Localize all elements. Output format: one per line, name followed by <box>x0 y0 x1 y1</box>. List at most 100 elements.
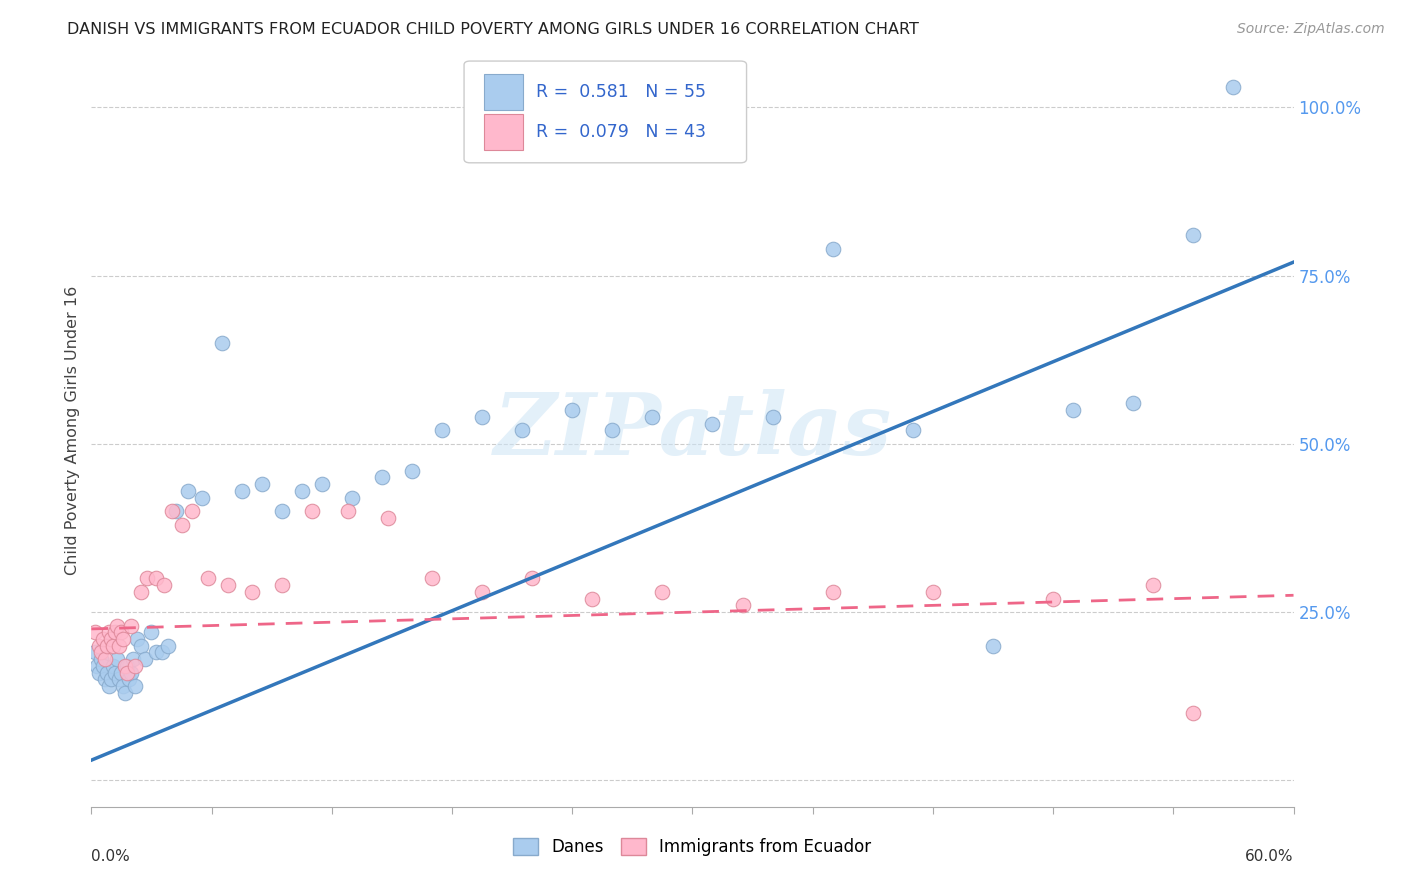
Text: R =  0.581   N = 55: R = 0.581 N = 55 <box>536 83 706 101</box>
Point <box>108 673 131 687</box>
Point <box>602 424 624 438</box>
Point <box>471 585 494 599</box>
Point <box>240 585 263 599</box>
Point <box>86 659 108 673</box>
Point <box>165 504 187 518</box>
Text: Source: ZipAtlas.com: Source: ZipAtlas.com <box>1237 22 1385 37</box>
Point <box>127 632 149 646</box>
Point <box>561 403 583 417</box>
Point <box>145 571 167 585</box>
Point <box>134 652 156 666</box>
Point <box>1222 80 1244 95</box>
Point <box>103 639 125 653</box>
Point <box>291 483 314 498</box>
FancyBboxPatch shape <box>464 61 747 163</box>
Point <box>118 673 141 687</box>
Point <box>211 335 233 350</box>
Text: 60.0%: 60.0% <box>1246 848 1294 863</box>
Point <box>901 424 924 438</box>
Point <box>94 673 117 687</box>
Bar <box>485 74 523 110</box>
Point <box>231 483 253 498</box>
Point <box>180 504 202 518</box>
Point <box>94 652 117 666</box>
Point <box>112 632 135 646</box>
Point <box>160 504 183 518</box>
Point <box>98 679 121 693</box>
Point <box>131 639 153 653</box>
Point <box>84 645 107 659</box>
Point <box>1182 706 1205 720</box>
Point <box>117 665 139 680</box>
Point <box>430 424 453 438</box>
Point <box>981 639 1004 653</box>
Point <box>641 409 664 424</box>
Point <box>93 632 115 646</box>
Point <box>96 665 118 680</box>
Point <box>762 409 785 424</box>
Point <box>141 625 163 640</box>
Text: ZIPatlas: ZIPatlas <box>494 389 891 472</box>
Point <box>190 491 212 505</box>
Point <box>156 639 179 653</box>
Point <box>114 686 136 700</box>
Point <box>170 517 193 532</box>
Point <box>340 491 363 505</box>
Point <box>114 659 136 673</box>
Point <box>301 504 323 518</box>
Point <box>371 470 394 484</box>
Y-axis label: Child Poverty Among Girls Under 16: Child Poverty Among Girls Under 16 <box>65 285 80 575</box>
Point <box>1142 578 1164 592</box>
Point <box>100 673 122 687</box>
Point <box>702 417 724 431</box>
Point <box>98 625 121 640</box>
Point <box>124 659 146 673</box>
Point <box>107 652 129 666</box>
Point <box>122 652 145 666</box>
Point <box>311 477 333 491</box>
Point <box>121 665 143 680</box>
Point <box>100 632 122 646</box>
Point <box>121 618 143 632</box>
Point <box>117 659 139 673</box>
Point <box>176 483 198 498</box>
Point <box>401 464 423 478</box>
Point <box>96 639 118 653</box>
Point <box>821 585 844 599</box>
Point <box>110 625 132 640</box>
Point <box>110 665 132 680</box>
Point <box>136 571 159 585</box>
Point <box>150 645 173 659</box>
Point <box>103 659 125 673</box>
Point <box>124 679 146 693</box>
Point <box>104 625 127 640</box>
Point <box>90 652 112 666</box>
Point <box>93 659 115 673</box>
Point <box>336 504 359 518</box>
Point <box>90 645 112 659</box>
Point <box>1062 403 1084 417</box>
Point <box>84 625 107 640</box>
Point <box>510 424 533 438</box>
Point <box>731 599 754 613</box>
Point <box>821 242 844 256</box>
Point <box>145 645 167 659</box>
Point <box>581 591 603 606</box>
Legend: Danes, Immigrants from Ecuador: Danes, Immigrants from Ecuador <box>506 831 879 863</box>
Point <box>131 585 153 599</box>
Point <box>1042 591 1064 606</box>
Point <box>108 639 131 653</box>
Point <box>107 618 129 632</box>
Point <box>89 665 111 680</box>
Point <box>89 639 111 653</box>
Point <box>197 571 219 585</box>
Point <box>217 578 239 592</box>
Point <box>1122 396 1144 410</box>
Point <box>112 679 135 693</box>
Point <box>152 578 174 592</box>
Point <box>471 409 494 424</box>
Point <box>250 477 273 491</box>
Text: DANISH VS IMMIGRANTS FROM ECUADOR CHILD POVERTY AMONG GIRLS UNDER 16 CORRELATION: DANISH VS IMMIGRANTS FROM ECUADOR CHILD … <box>67 22 920 37</box>
Bar <box>485 114 523 150</box>
Text: 0.0%: 0.0% <box>91 848 131 863</box>
